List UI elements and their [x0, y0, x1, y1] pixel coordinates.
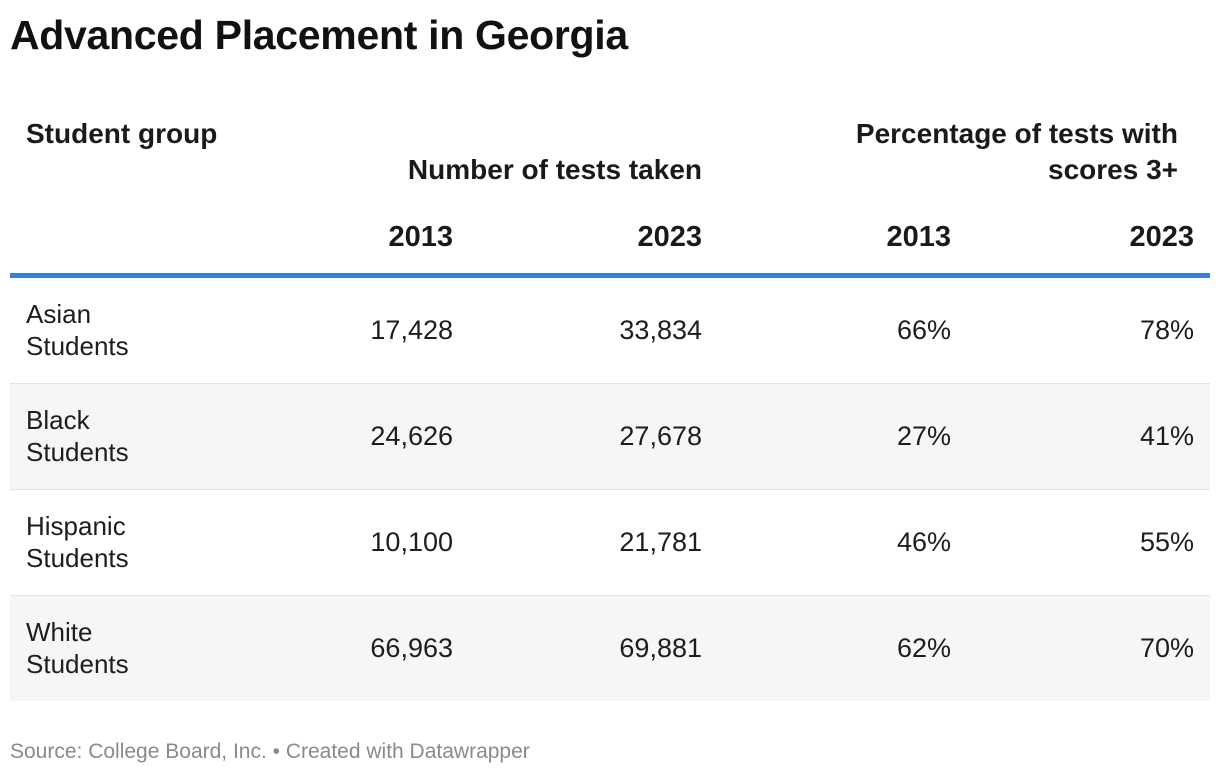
tests-2023-cell: 27,678: [619, 421, 702, 451]
table-row: Asian Students 17,428 33,834 66% 78%: [10, 278, 1210, 384]
pct-2013-cell: 27%: [896, 421, 951, 451]
header-year-tests-2013: 2013: [388, 221, 453, 253]
pct-2013-cell: 66%: [896, 315, 951, 345]
student-group-cell: Black Students: [26, 405, 129, 467]
header-year-pct-2013: 2013: [886, 221, 951, 253]
pct-2023-cell: 55%: [1139, 527, 1194, 557]
year-header-row: 2013 2023 2013 2023: [10, 205, 1210, 273]
student-group-cell: Asian Students: [26, 299, 129, 361]
source-note: Source: College Board, Inc. • Created wi…: [10, 740, 530, 763]
tests-2013-cell: 17,428: [370, 315, 453, 345]
tests-2023-cell: 21,781: [619, 527, 702, 557]
table-row: White Students 66,963 69,881 62% 70%: [10, 596, 1210, 701]
header-percentage-scores: Percentage of tests with scores 3+: [855, 118, 1178, 185]
table-row: Hispanic Students 10,100 21,781 46% 55%: [10, 490, 1210, 596]
pct-2013-cell: 46%: [896, 527, 951, 557]
pct-2023-cell: 70%: [1139, 633, 1194, 663]
pct-2013-cell: 62%: [896, 633, 951, 663]
header-year-pct-2023: 2023: [1129, 221, 1194, 253]
table-row: Black Students 24,626 27,678 27% 41%: [10, 384, 1210, 490]
chart-title: Advanced Placement in Georgia: [10, 12, 628, 58]
pct-2023-cell: 41%: [1139, 421, 1194, 451]
tests-2013-cell: 66,963: [370, 633, 453, 663]
tests-2013-cell: 24,626: [370, 421, 453, 451]
header-divider: [10, 273, 1210, 278]
header-number-of-tests: Number of tests taken: [407, 154, 702, 185]
data-table: Student group Number of tests taken Perc…: [10, 100, 1210, 701]
pct-2023-cell: 78%: [1139, 315, 1194, 345]
tests-2023-cell: 33,834: [619, 315, 702, 345]
student-group-cell: Hispanic Students: [26, 511, 129, 573]
tests-2023-cell: 69,881: [619, 633, 702, 663]
header-year-tests-2023: 2023: [637, 221, 702, 253]
student-group-cell: White Students: [26, 617, 129, 679]
header-student-group: Student group: [26, 118, 218, 149]
table-header: Student group Number of tests taken Perc…: [10, 100, 1210, 205]
tests-2013-cell: 10,100: [370, 527, 453, 557]
